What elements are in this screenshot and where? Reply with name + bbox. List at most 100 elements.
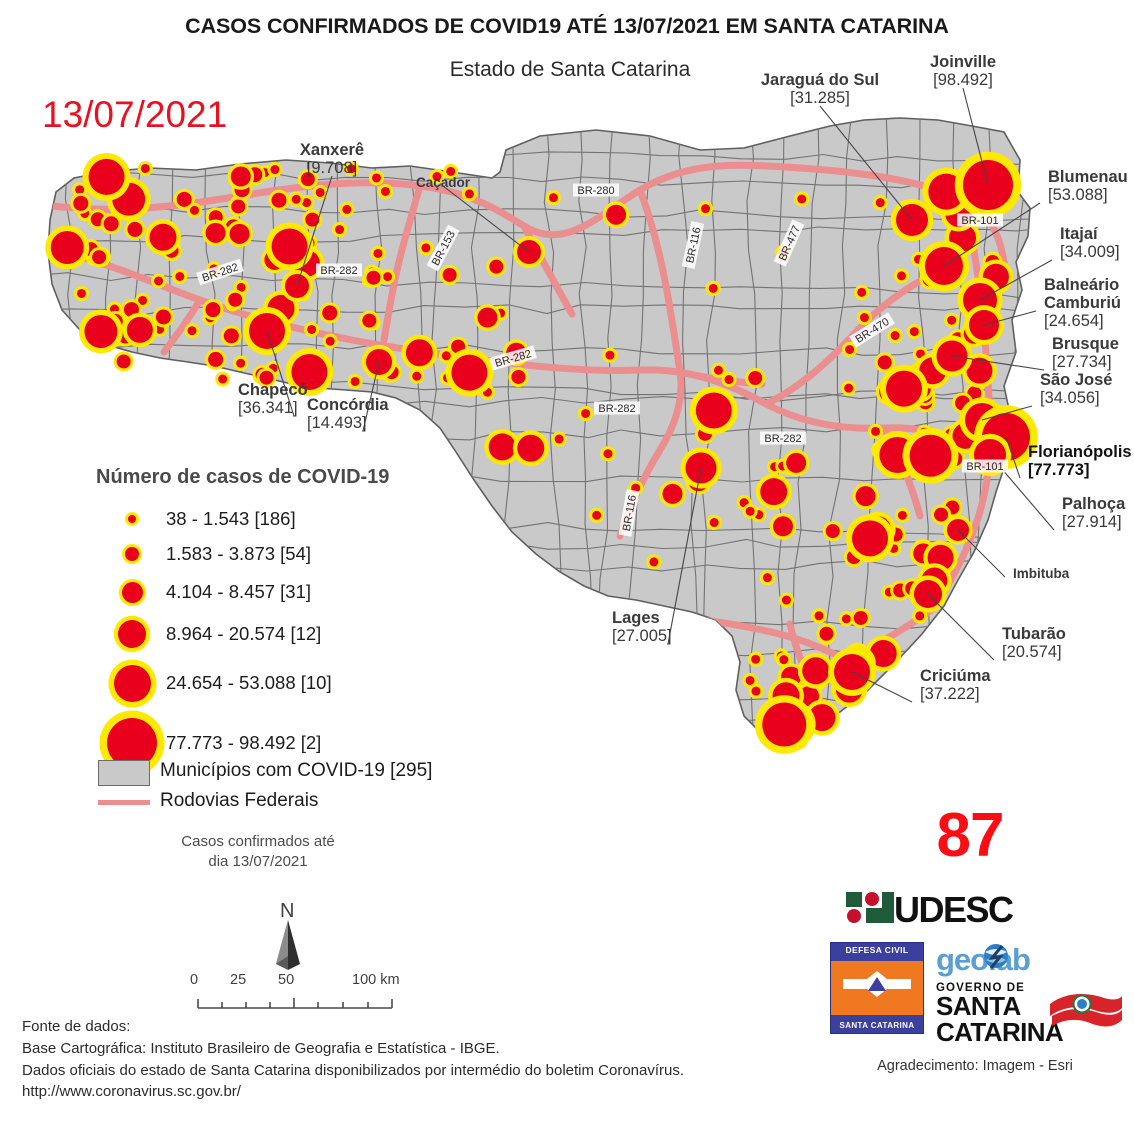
road-swatch-icon	[98, 800, 150, 805]
legend-symbol-6	[107, 718, 157, 768]
case-circle	[915, 611, 925, 621]
legend-symbol-4	[118, 620, 146, 648]
city-case-count: [14.493]	[307, 413, 367, 432]
case-circle	[138, 295, 148, 305]
highway-label-text: BR-282	[320, 265, 357, 277]
north-arrow-icon	[276, 920, 300, 970]
case-circle	[592, 510, 602, 520]
case-circle	[488, 433, 516, 461]
legend-caption-line2: dia 13/07/2021	[208, 852, 308, 870]
case-circle	[745, 675, 755, 685]
case-circle	[845, 345, 855, 355]
case-circle	[84, 315, 118, 349]
leader-line	[667, 467, 702, 645]
case-circle	[877, 355, 892, 370]
case-circle	[231, 199, 246, 214]
case-circle	[477, 307, 498, 328]
sc-flag-icon	[1050, 994, 1122, 1027]
case-circle	[631, 483, 641, 493]
legend-symbol-1	[128, 515, 136, 523]
city-name: Florianópolis	[1028, 443, 1132, 461]
leader-line	[943, 202, 1041, 267]
case-circle	[315, 187, 325, 197]
governo-sc-line2: CATARINA	[936, 1016, 1064, 1047]
case-circle	[751, 686, 761, 696]
governo-sc-line1: SANTA	[936, 991, 1021, 1021]
case-circle	[802, 657, 830, 685]
leader-line	[296, 175, 333, 287]
highway-label-text: BR-282	[764, 433, 801, 445]
case-circle	[603, 449, 613, 459]
case-circle	[205, 222, 226, 243]
defesa-civil-top-text: DEFESA CIVIL	[845, 945, 909, 955]
case-circle	[236, 282, 246, 292]
municipality-swatch-icon	[98, 760, 150, 786]
map-subtitle: Estado de Santa Catarina	[449, 58, 691, 81]
case-circle	[307, 324, 317, 334]
date-stamp: 13/07/2021	[42, 94, 228, 135]
legend-label-5: 24.654 - 53.088 [10]	[166, 672, 332, 693]
case-circle	[797, 194, 807, 204]
case-circle	[76, 288, 86, 298]
legend-items: 38 - 1.543 [186] 1.583 - 3.873 [54] 4.104 …	[88, 495, 508, 795]
source-line-3: Dados oficiais do estado de Santa Catari…	[22, 1061, 685, 1079]
case-circle	[772, 516, 793, 537]
case-circle	[271, 192, 287, 208]
leader-line	[957, 529, 1006, 578]
case-circle	[291, 353, 328, 390]
case-circle	[885, 370, 922, 407]
case-circle	[853, 610, 868, 625]
municipality-border	[48, 171, 1030, 190]
city-callout-imbituba: Imbituba	[1013, 566, 1069, 582]
city-name: Jaraguá do Sul	[760, 71, 880, 89]
city-case-count: [36.341]	[238, 398, 298, 417]
case-circle	[270, 165, 280, 175]
case-circle	[50, 230, 84, 264]
case-circle	[762, 573, 772, 583]
case-circle	[291, 194, 301, 204]
case-circle	[760, 478, 788, 506]
case-circle	[383, 272, 393, 282]
case-circle	[855, 486, 876, 507]
legend-label-1: 38 - 1.543 [186]	[166, 508, 296, 529]
case-circle	[649, 557, 659, 567]
governo-sc-pre: GOVERNO DE	[936, 982, 1025, 994]
city-name: Concórdia	[307, 396, 389, 414]
leader-line	[962, 87, 989, 186]
case-circle	[92, 250, 107, 265]
case-circle	[548, 193, 558, 203]
udesc-mark-icon	[846, 892, 894, 923]
case-circle	[412, 371, 422, 381]
case-circle	[751, 654, 761, 664]
leader-line	[1005, 436, 1021, 479]
case-circle	[909, 434, 952, 477]
case-circle	[814, 611, 824, 621]
case-circle	[875, 198, 885, 208]
city-name: Lages	[612, 609, 660, 627]
case-circle	[302, 198, 312, 208]
scalebar-tick-50: 50	[278, 972, 295, 988]
case-circle	[762, 702, 807, 747]
defesa-civil-bottom-text: SANTA CATARINA	[839, 1021, 915, 1030]
city-name: Caçador	[415, 175, 471, 190]
case-circle	[489, 259, 504, 274]
case-circle	[362, 313, 377, 328]
city-case-count: [20.574]	[1002, 642, 1062, 661]
source-url[interactable]: http://www.coronavirus.sc.gov.br/	[22, 1083, 241, 1101]
case-circle	[442, 267, 457, 282]
city-name: Brusque	[1052, 335, 1119, 353]
source-line-1: Fonte de dados:	[22, 1018, 131, 1035]
highway-shield-br-282: BR-282	[594, 401, 640, 415]
highway-shield-br-282: BR-282	[316, 263, 362, 277]
legend: Número de casos de COVID-19 38 - 1.543 […	[88, 466, 508, 795]
case-circle	[116, 354, 131, 369]
highway-shield-br-282: BR-282	[760, 431, 806, 445]
case-circle	[511, 369, 526, 384]
case-circle	[909, 327, 919, 337]
case-circle	[229, 223, 250, 244]
highway-shield-br-101: BR-101	[962, 459, 1008, 473]
day-counter: 87	[936, 801, 1005, 870]
case-circle	[223, 328, 239, 344]
legend-label-2: 1.583 - 3.873 [54]	[166, 543, 312, 564]
